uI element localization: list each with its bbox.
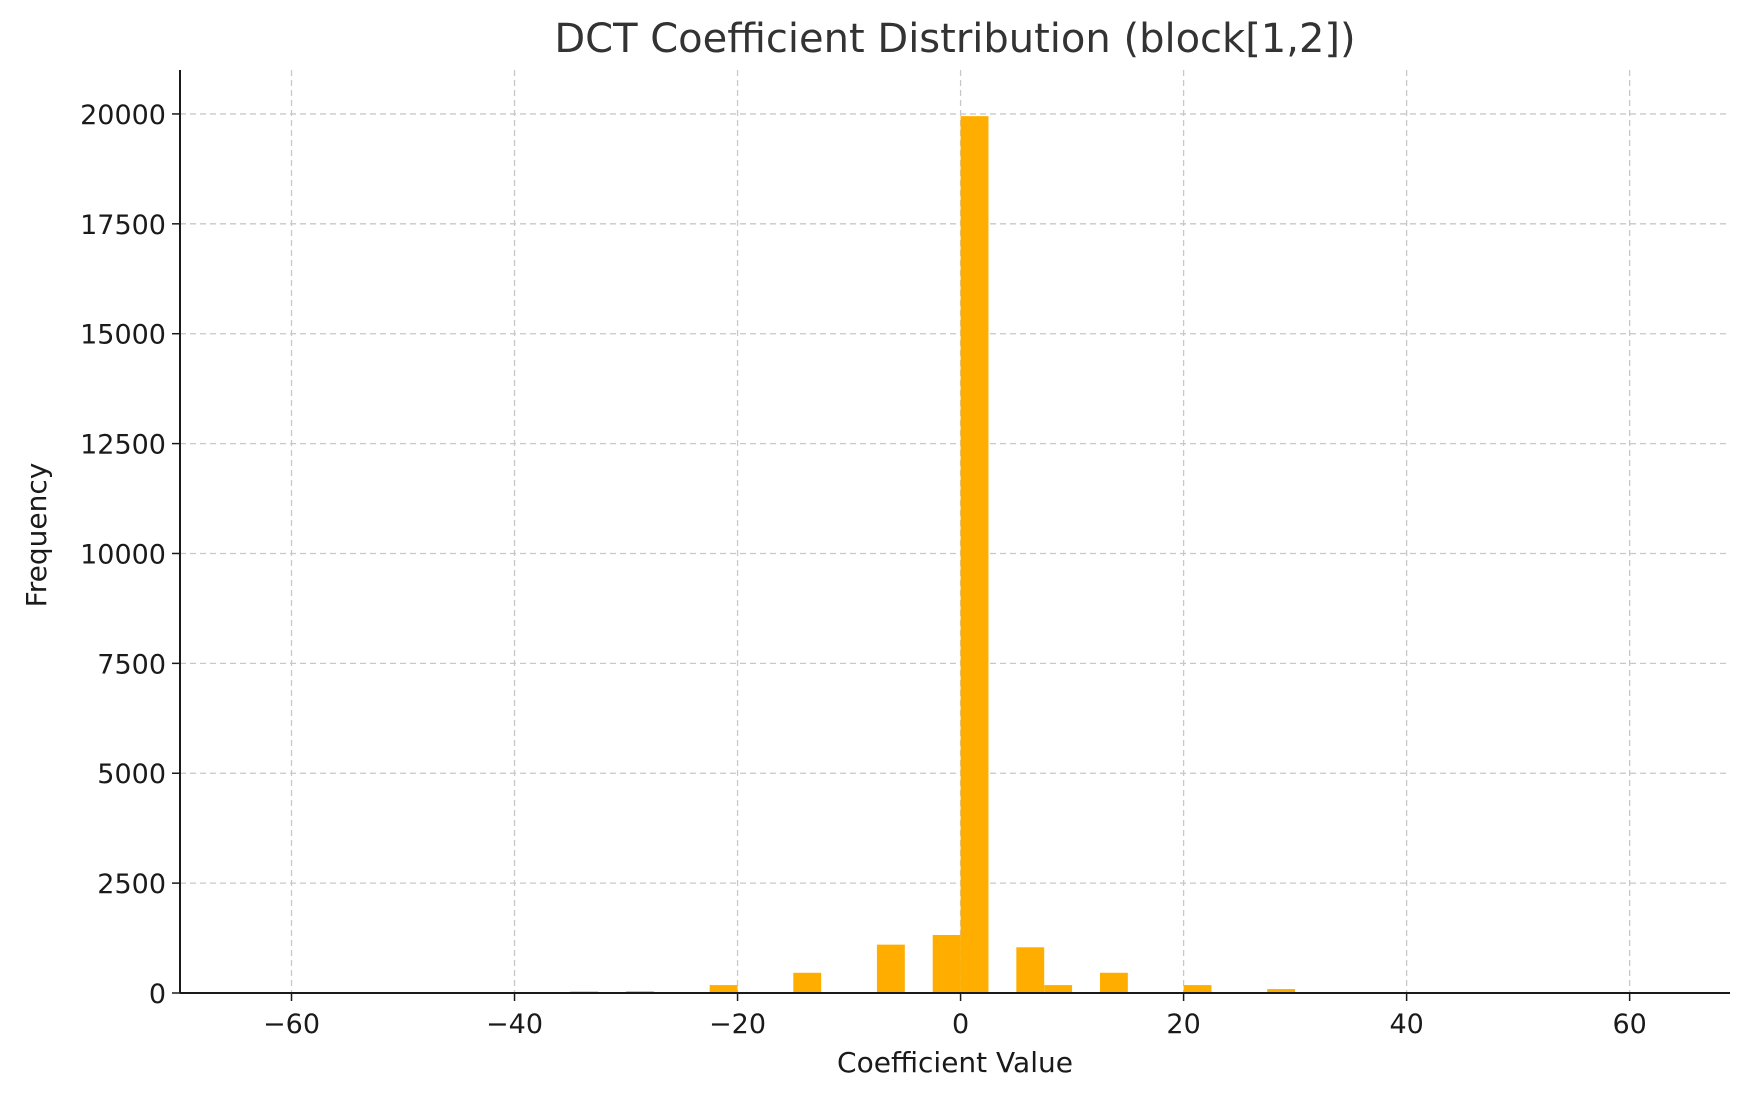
x-tick-label-2: −20: [709, 1009, 766, 1040]
x-tick-label-6: 60: [1612, 1009, 1646, 1040]
histogram-bar-7: [1016, 947, 1045, 993]
chart-title: DCT Coefficient Distribution (block[1,2]…: [554, 16, 1355, 62]
x-tick-label-0: −60: [263, 1009, 320, 1040]
histogram-bar-6: [960, 116, 989, 993]
histogram-bar-4: [876, 944, 905, 993]
y-tick-label-2: 5000: [97, 759, 166, 790]
histogram-bars: [570, 116, 1296, 993]
histogram-bar-5: [932, 934, 961, 993]
y-tick-label-8: 20000: [80, 100, 166, 131]
histogram-bar-11: [1267, 989, 1296, 993]
histogram-bar-2: [709, 985, 738, 993]
y-tick-label-1: 2500: [97, 869, 166, 900]
y-ticks: 0 2500 5000 7500 10000 12500 15000 17500 20000: [80, 100, 180, 1010]
y-tick-label-5: 12500: [80, 430, 166, 461]
x-tick-label-1: −40: [486, 1009, 543, 1040]
axes: [179, 70, 1730, 994]
y-axis-title: Frequency: [20, 463, 53, 608]
x-ticks: −60 −40 −20 0 20 40 60: [263, 993, 1647, 1040]
y-tick-label-7: 17500: [80, 210, 166, 241]
histogram-bar-9: [1099, 972, 1128, 993]
x-axis-title: Coefficient Value: [837, 1046, 1073, 1079]
x-tick-label-4: 20: [1166, 1009, 1200, 1040]
y-tick-label-6: 15000: [80, 320, 166, 351]
y-tick-label-3: 7500: [97, 649, 166, 680]
histogram-bar-3: [793, 972, 822, 993]
y-tick-label-4: 10000: [80, 539, 166, 570]
grid-lines: [180, 70, 1730, 993]
y-tick-label-0: 0: [149, 979, 166, 1010]
x-tick-label-5: 40: [1389, 1009, 1423, 1040]
histogram-bar-10: [1183, 985, 1212, 993]
x-tick-label-3: 0: [952, 1009, 969, 1040]
histogram-bar-8: [1044, 985, 1073, 993]
